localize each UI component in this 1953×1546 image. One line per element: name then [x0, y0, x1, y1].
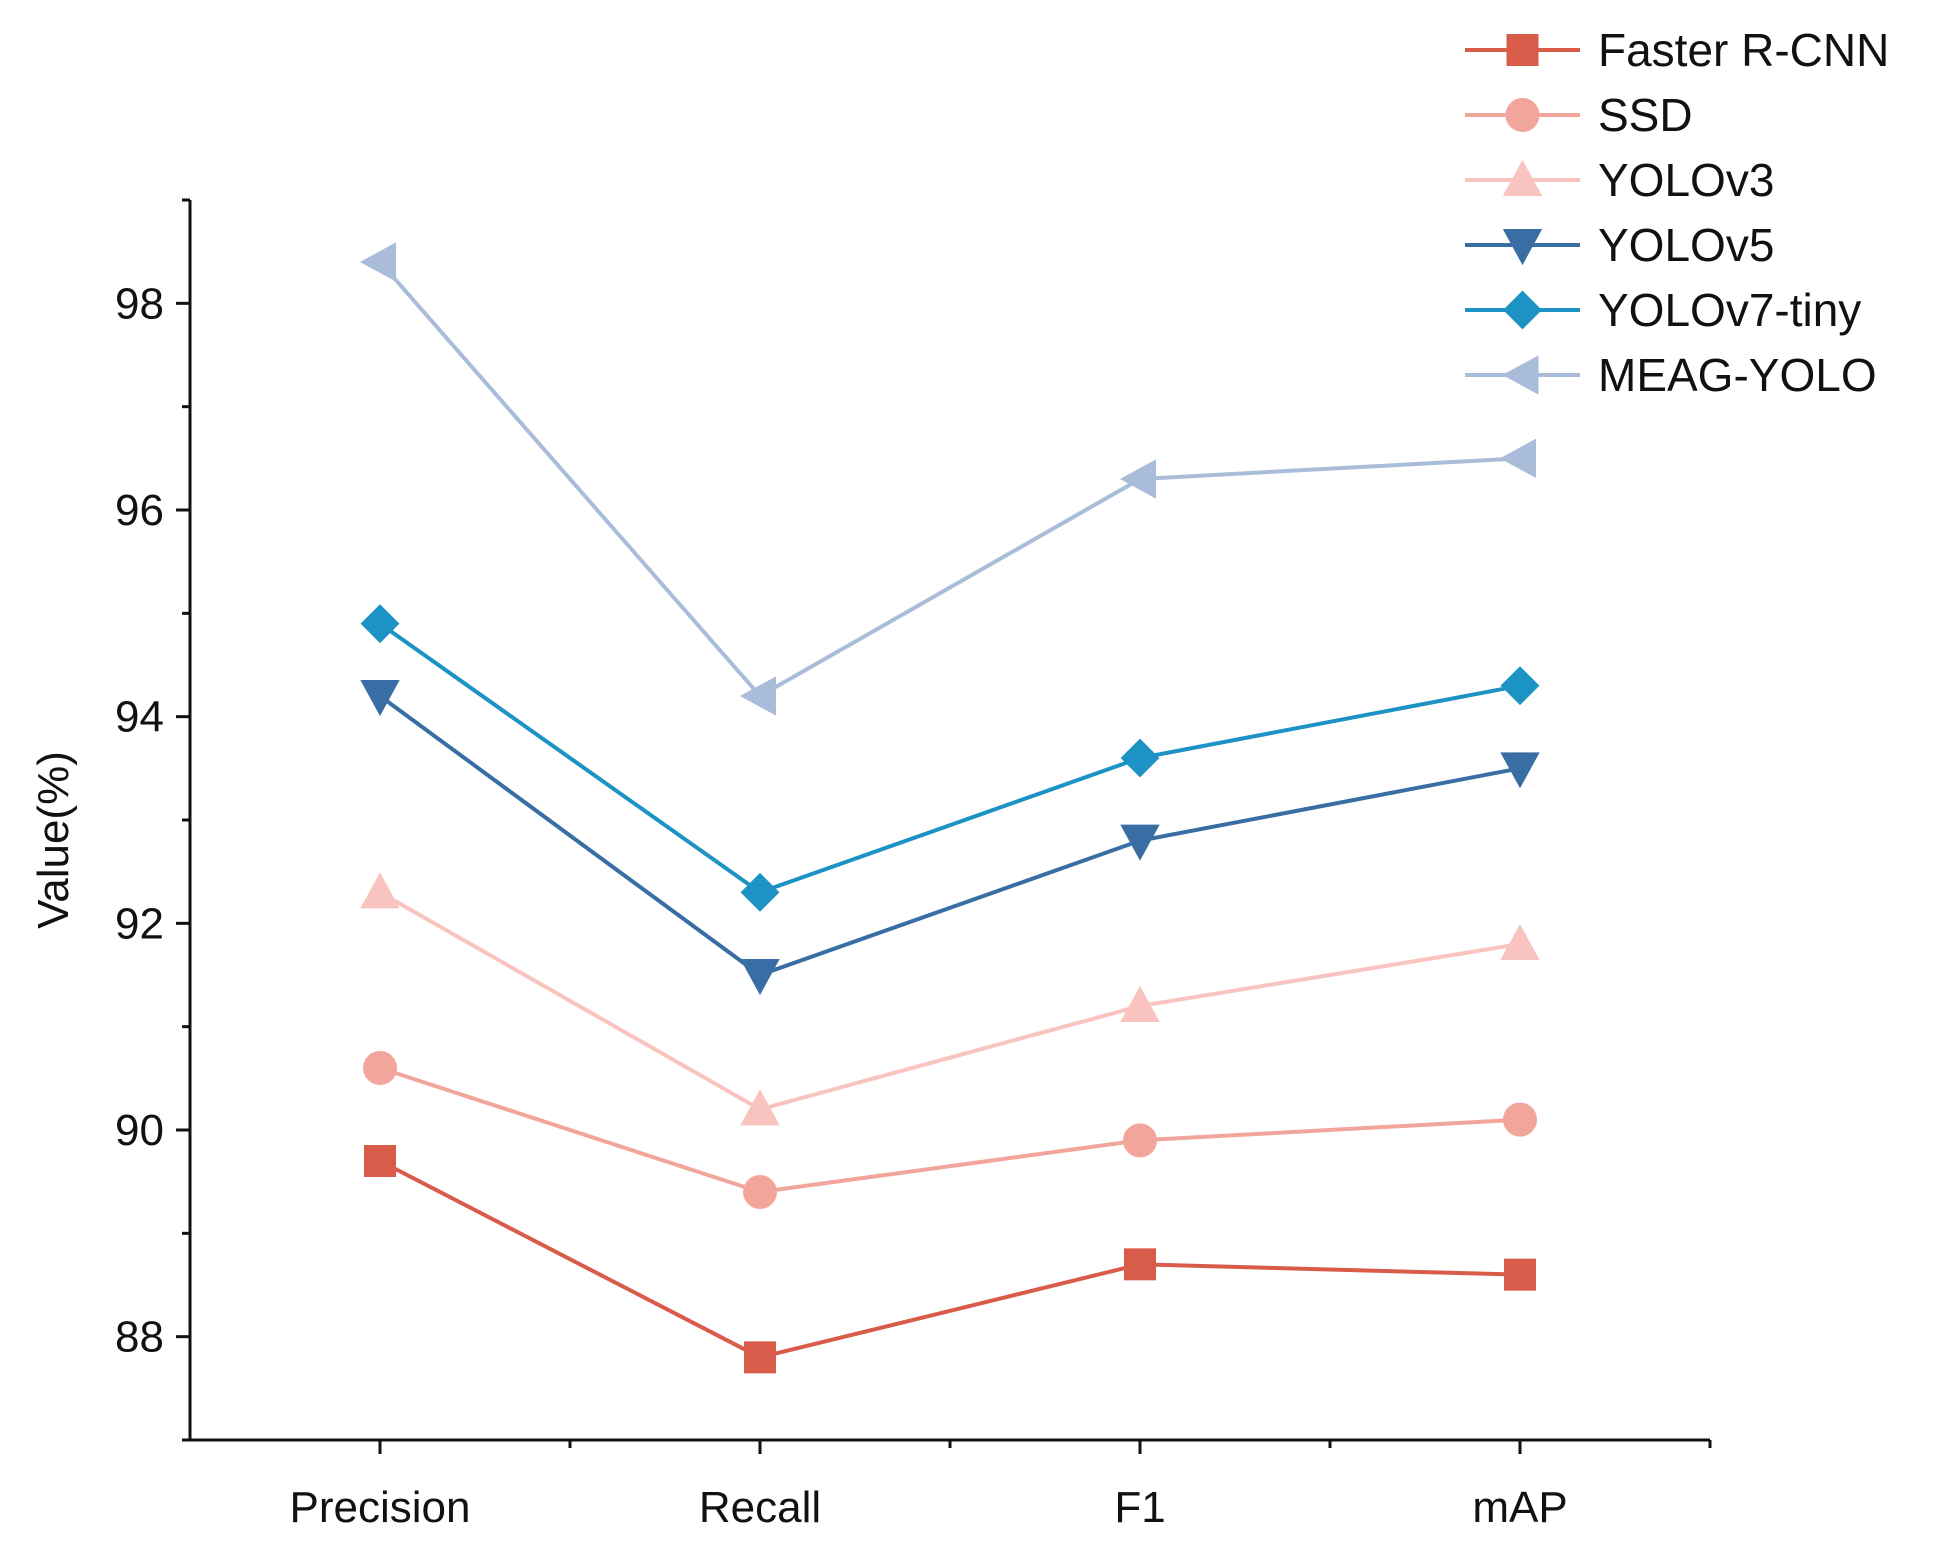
data-point [364, 1145, 396, 1177]
data-point [740, 1089, 780, 1126]
data-point [360, 604, 400, 644]
series-faster-r-cnn [364, 1145, 1536, 1374]
data-point [1123, 1123, 1157, 1158]
data-point [1119, 459, 1156, 499]
series-line [378, 622, 1521, 895]
data-point [359, 242, 396, 282]
y-tick-label: 94 [115, 693, 164, 742]
data-point [1500, 752, 1540, 789]
legend-label: YOLOv7-tiny [1598, 284, 1861, 336]
y-tick-label: 88 [115, 1313, 164, 1362]
data-point [1504, 1258, 1536, 1291]
x-tick-label: F1 [1114, 1483, 1165, 1532]
legend-marker [1505, 98, 1540, 132]
series-meag-yolo [359, 242, 1536, 716]
legend-label: YOLOv3 [1598, 154, 1774, 206]
series-ssd [363, 1051, 1537, 1209]
legend-label: SSD [1598, 89, 1693, 141]
series-line [378, 694, 1521, 978]
y-tick-label: 98 [115, 279, 164, 328]
legend-label: Faster R-CNN [1598, 24, 1889, 76]
legend-marker [1502, 229, 1543, 266]
series-line [378, 260, 1521, 699]
series-yolov3 [360, 872, 1540, 1126]
legend-item: YOLOv3 [1465, 154, 1774, 206]
data-point [1124, 1248, 1156, 1281]
legend-item: MEAG-YOLO [1465, 349, 1877, 401]
series-line [379, 1066, 1521, 1195]
legend-marker [1506, 34, 1539, 66]
y-axis-title: Value(%) [29, 751, 78, 929]
data-point [743, 1175, 777, 1209]
series-layer [359, 242, 1540, 1374]
y-tick-label: 96 [115, 486, 164, 535]
legend-marker [1502, 159, 1543, 196]
data-point [740, 959, 780, 996]
data-point [1120, 738, 1160, 778]
legend-item: YOLOv5 [1465, 219, 1774, 271]
legend-marker [1503, 290, 1542, 330]
series-line [379, 890, 1521, 1112]
legend-label: MEAG-YOLO [1598, 349, 1877, 401]
data-point [1499, 438, 1536, 479]
data-point [363, 1051, 397, 1085]
y-tick-label: 90 [115, 1106, 164, 1155]
y-tick-label: 92 [115, 899, 164, 948]
series-line [379, 1159, 1521, 1360]
series-yolov7-tiny [360, 604, 1540, 912]
data-point [1500, 666, 1540, 706]
data-point [1503, 1102, 1537, 1137]
data-point [744, 1341, 776, 1374]
data-point [740, 872, 780, 912]
x-tick-label: mAP [1472, 1483, 1567, 1532]
legend-label: YOLOv5 [1598, 219, 1774, 271]
data-point [1500, 923, 1540, 960]
series-yolov5 [360, 680, 1540, 996]
data-point [1120, 824, 1160, 861]
x-tick-label: Recall [699, 1483, 821, 1532]
legend: Faster R-CNN SSD YOLOv3 YOLOv5 YOLOv7-tiny ME… [1465, 24, 1889, 401]
legend-marker [1502, 355, 1539, 395]
legend-item: YOLOv7-tiny [1465, 284, 1861, 336]
axes: Value(%) [29, 200, 1710, 1442]
legend-item: Faster R-CNN [1465, 24, 1889, 76]
x-tick-label: Precision [290, 1483, 471, 1532]
data-point [360, 680, 400, 717]
data-point [739, 676, 776, 716]
legend-item: SSD [1465, 89, 1693, 141]
ticks: 88 90 92 94 96 98 Precision Recall F1 mAP [115, 198, 1712, 1532]
data-point [1120, 985, 1160, 1022]
data-point [360, 872, 400, 909]
